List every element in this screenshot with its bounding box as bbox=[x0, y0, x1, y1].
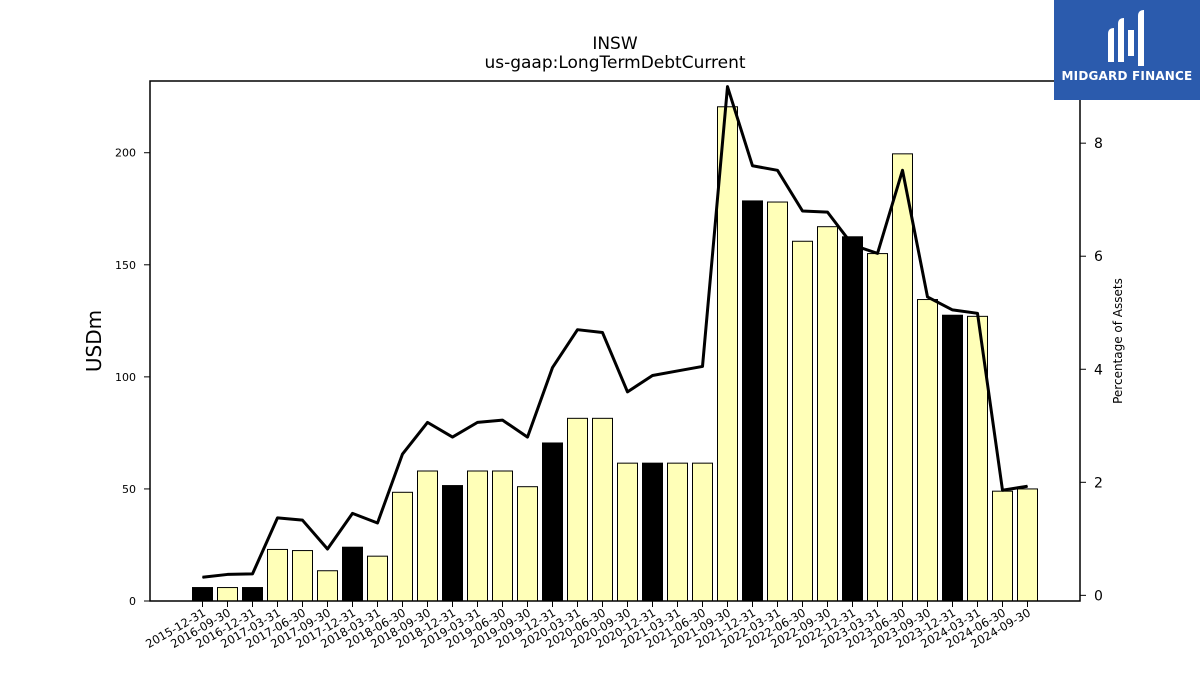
bar bbox=[892, 153, 913, 602]
line-point bbox=[552, 367, 553, 369]
bar bbox=[442, 485, 463, 602]
line-point bbox=[202, 576, 203, 578]
line-point bbox=[427, 421, 428, 423]
bar bbox=[642, 462, 663, 602]
bar bbox=[867, 253, 888, 602]
y-tick-label: 150 bbox=[115, 259, 136, 272]
line-point bbox=[252, 573, 253, 575]
bar bbox=[242, 587, 263, 602]
bar bbox=[1017, 488, 1038, 602]
y-tick-label: 200 bbox=[115, 147, 136, 160]
plot-frame bbox=[149, 80, 1081, 602]
bar bbox=[917, 299, 938, 602]
line-point bbox=[877, 252, 878, 254]
line-point bbox=[977, 312, 978, 314]
line-point bbox=[377, 522, 378, 524]
bar bbox=[192, 587, 213, 602]
line-point bbox=[227, 573, 228, 575]
bar bbox=[667, 462, 688, 602]
y2-tick-label: 0 bbox=[1094, 588, 1103, 604]
y-axis-label: USDm bbox=[82, 310, 106, 372]
percentage-line bbox=[202, 85, 1028, 579]
line-point bbox=[1027, 485, 1028, 487]
bar bbox=[992, 490, 1013, 602]
line-point bbox=[277, 517, 278, 519]
bar bbox=[392, 491, 413, 602]
midgard-logo-icon bbox=[1108, 10, 1144, 66]
bar bbox=[317, 570, 338, 602]
y2-tick-label: 8 bbox=[1094, 136, 1103, 152]
bar-series bbox=[192, 106, 1038, 602]
chart-subtitle: us-gaap:LongTermDebtCurrent bbox=[484, 53, 745, 73]
line-point bbox=[727, 86, 728, 88]
y2-axis-label: Percentage of Assets bbox=[1111, 278, 1125, 404]
y2-tick-label: 4 bbox=[1094, 362, 1103, 378]
bar bbox=[692, 462, 713, 602]
bar bbox=[542, 442, 563, 602]
line-point bbox=[327, 548, 328, 550]
bar bbox=[742, 200, 763, 602]
bar bbox=[492, 470, 513, 602]
bar bbox=[942, 314, 963, 602]
bar bbox=[842, 236, 863, 602]
line-point bbox=[852, 244, 853, 246]
bar bbox=[292, 550, 313, 602]
line-point bbox=[602, 332, 603, 334]
y2-tick-label: 6 bbox=[1094, 249, 1103, 265]
bar bbox=[617, 462, 638, 602]
bar bbox=[217, 587, 238, 602]
y2-tick-label: 2 bbox=[1094, 475, 1103, 491]
y-tick-label: 100 bbox=[115, 371, 136, 384]
line-point bbox=[577, 329, 578, 331]
line-point bbox=[777, 169, 778, 171]
bar bbox=[567, 417, 588, 602]
bar bbox=[517, 486, 538, 602]
bar bbox=[417, 470, 438, 602]
bar bbox=[767, 201, 788, 602]
line-point bbox=[452, 436, 453, 438]
line-point bbox=[302, 519, 303, 521]
bar bbox=[592, 417, 613, 602]
y-tick-label: 0 bbox=[129, 595, 136, 608]
line-point bbox=[527, 436, 528, 438]
bar bbox=[342, 546, 363, 602]
line-point bbox=[677, 370, 678, 372]
line-point bbox=[352, 512, 353, 514]
line-point bbox=[627, 391, 628, 393]
line-point bbox=[477, 421, 478, 423]
line-series bbox=[202, 85, 1028, 579]
line-point bbox=[502, 419, 503, 421]
line-point bbox=[652, 374, 653, 376]
line-point bbox=[402, 453, 403, 455]
bar bbox=[792, 240, 813, 602]
line-point bbox=[1002, 489, 1003, 491]
line-point bbox=[802, 210, 803, 212]
line-point bbox=[952, 309, 953, 311]
line-point bbox=[827, 211, 828, 213]
bar bbox=[817, 226, 838, 602]
axes: 050100150200024682015-12-312016-09-30201… bbox=[115, 80, 1103, 651]
line-point bbox=[927, 296, 928, 298]
bar bbox=[267, 548, 288, 602]
line-point bbox=[902, 169, 903, 171]
line-point bbox=[702, 365, 703, 367]
logo-text: MIDGARD FINANCE bbox=[1061, 69, 1193, 83]
brand-logo: MIDGARD FINANCE bbox=[1054, 0, 1200, 100]
bar bbox=[367, 555, 388, 602]
y-tick-label: 50 bbox=[122, 483, 136, 496]
chart-title: INSW bbox=[592, 34, 638, 54]
line-point bbox=[752, 165, 753, 167]
bar bbox=[467, 470, 488, 602]
